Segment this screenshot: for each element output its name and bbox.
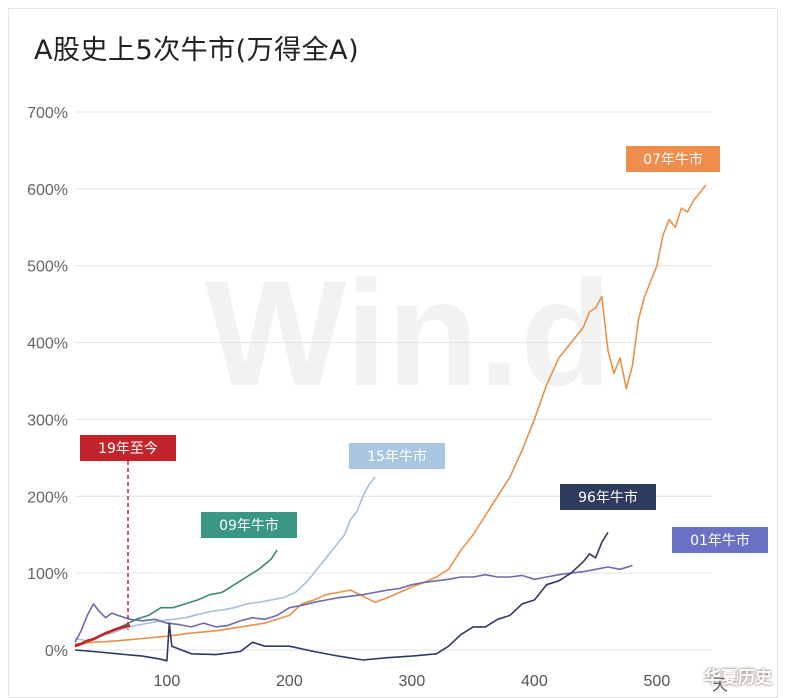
x-tick-label: 500 [644, 673, 671, 690]
chart-card [8, 8, 778, 698]
label-07-box: 07年牛市 [626, 146, 720, 172]
label-96-text: 96年牛市 [578, 489, 638, 506]
y-tick-label: 400% [27, 336, 68, 353]
series-line-96年牛市 [74, 531, 609, 662]
label-07-text: 07年牛市 [643, 151, 703, 168]
x-tick-label: 400 [521, 673, 548, 690]
x-tick-label: 100 [154, 673, 181, 690]
x-unit-label: 天 [712, 677, 728, 692]
series-line-19年至今 [74, 624, 131, 648]
series-line-09年牛市 [74, 549, 278, 647]
y-tick-label: 500% [27, 259, 68, 276]
label-01-bg [672, 527, 768, 553]
y-tick-label: 300% [27, 412, 68, 429]
series-line-01年牛市 [74, 564, 633, 643]
label-09-box: 09年牛市 [201, 512, 297, 538]
label-01-text: 01年牛市 [690, 532, 750, 549]
y-tick-label: 700% [27, 105, 68, 122]
label-09-bg [201, 512, 297, 538]
y-tick-label: 600% [27, 182, 68, 199]
label-09-text: 09年牛市 [219, 517, 279, 534]
label-15-bg [349, 443, 445, 469]
label-07-bg [626, 146, 720, 172]
x-axis-ticks: 100 200 300 400 500 [154, 673, 671, 690]
label-19-text: 19年至今 [98, 441, 158, 457]
label-96-box: 96年牛市 [560, 484, 656, 510]
y-axis-ticks: 0% 100% 200% 300% 400% 500% 600% 700% [27, 105, 68, 660]
label-19-bg [80, 435, 176, 461]
label-19-box: 19年至今 [80, 435, 176, 461]
label-15-text: 15年牛市 [367, 448, 427, 465]
label-01-box: 01年牛市 [672, 527, 768, 553]
chart-title: A股史上5次牛市(万得全A) [34, 35, 360, 66]
y-tick-label: 100% [27, 566, 68, 583]
label-96-bg [560, 484, 656, 510]
series-line-07年牛市 [74, 184, 707, 645]
label-15-box: 15年牛市 [349, 443, 445, 469]
x-tick-label: 300 [399, 673, 426, 690]
y-tick-label: 0% [45, 643, 68, 660]
series-line-15年牛市 [74, 476, 376, 642]
brand-watermark: 华夏历史 [704, 668, 772, 688]
x-tick-label: 200 [276, 673, 303, 690]
series-lines [74, 184, 707, 662]
y-tick-label: 200% [27, 489, 68, 506]
watermark: Win.d [205, 249, 612, 417]
